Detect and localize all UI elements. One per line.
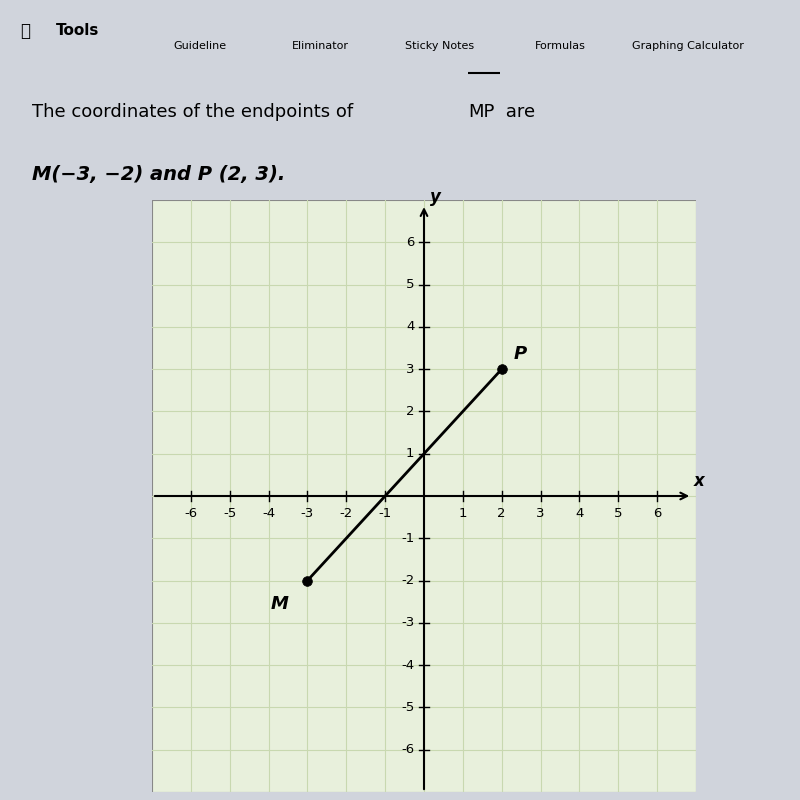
Text: M: M [270,595,288,614]
Text: Graphing Calculator: Graphing Calculator [632,41,744,51]
Text: -4: -4 [401,658,414,672]
Text: -2: -2 [401,574,414,587]
Text: -4: -4 [262,506,275,519]
Text: are: are [500,102,535,121]
Text: MP: MP [468,102,494,121]
Text: 6: 6 [653,506,662,519]
Text: Formulas: Formulas [534,41,586,51]
Text: -2: -2 [340,506,353,519]
Text: Eliminator: Eliminator [291,41,349,51]
Text: Sticky Notes: Sticky Notes [406,41,474,51]
Text: Tools: Tools [56,23,99,38]
Text: 4: 4 [575,506,584,519]
Text: -5: -5 [401,701,414,714]
Text: P: P [514,345,526,363]
Text: 3: 3 [406,362,414,376]
Text: 5: 5 [614,506,622,519]
Text: -3: -3 [301,506,314,519]
Text: -6: -6 [401,743,414,756]
Text: 🔧: 🔧 [20,22,30,39]
Text: 1: 1 [458,506,467,519]
Text: -3: -3 [401,616,414,630]
Text: x: x [694,472,705,490]
Text: -5: -5 [223,506,236,519]
Text: -1: -1 [401,532,414,545]
Text: 2: 2 [498,506,506,519]
Text: 2: 2 [406,405,414,418]
Text: 1: 1 [406,447,414,460]
Text: 5: 5 [406,278,414,291]
Text: 4: 4 [406,320,414,334]
Text: The coordinates of the endpoints of: The coordinates of the endpoints of [32,102,359,121]
Text: Guideline: Guideline [174,41,226,51]
Text: 6: 6 [406,236,414,249]
Text: -6: -6 [184,506,198,519]
Text: -1: -1 [378,506,392,519]
Text: y: y [430,188,441,206]
Text: M(−3, −2) and P (2, 3).: M(−3, −2) and P (2, 3). [32,165,286,184]
Text: 3: 3 [536,506,545,519]
